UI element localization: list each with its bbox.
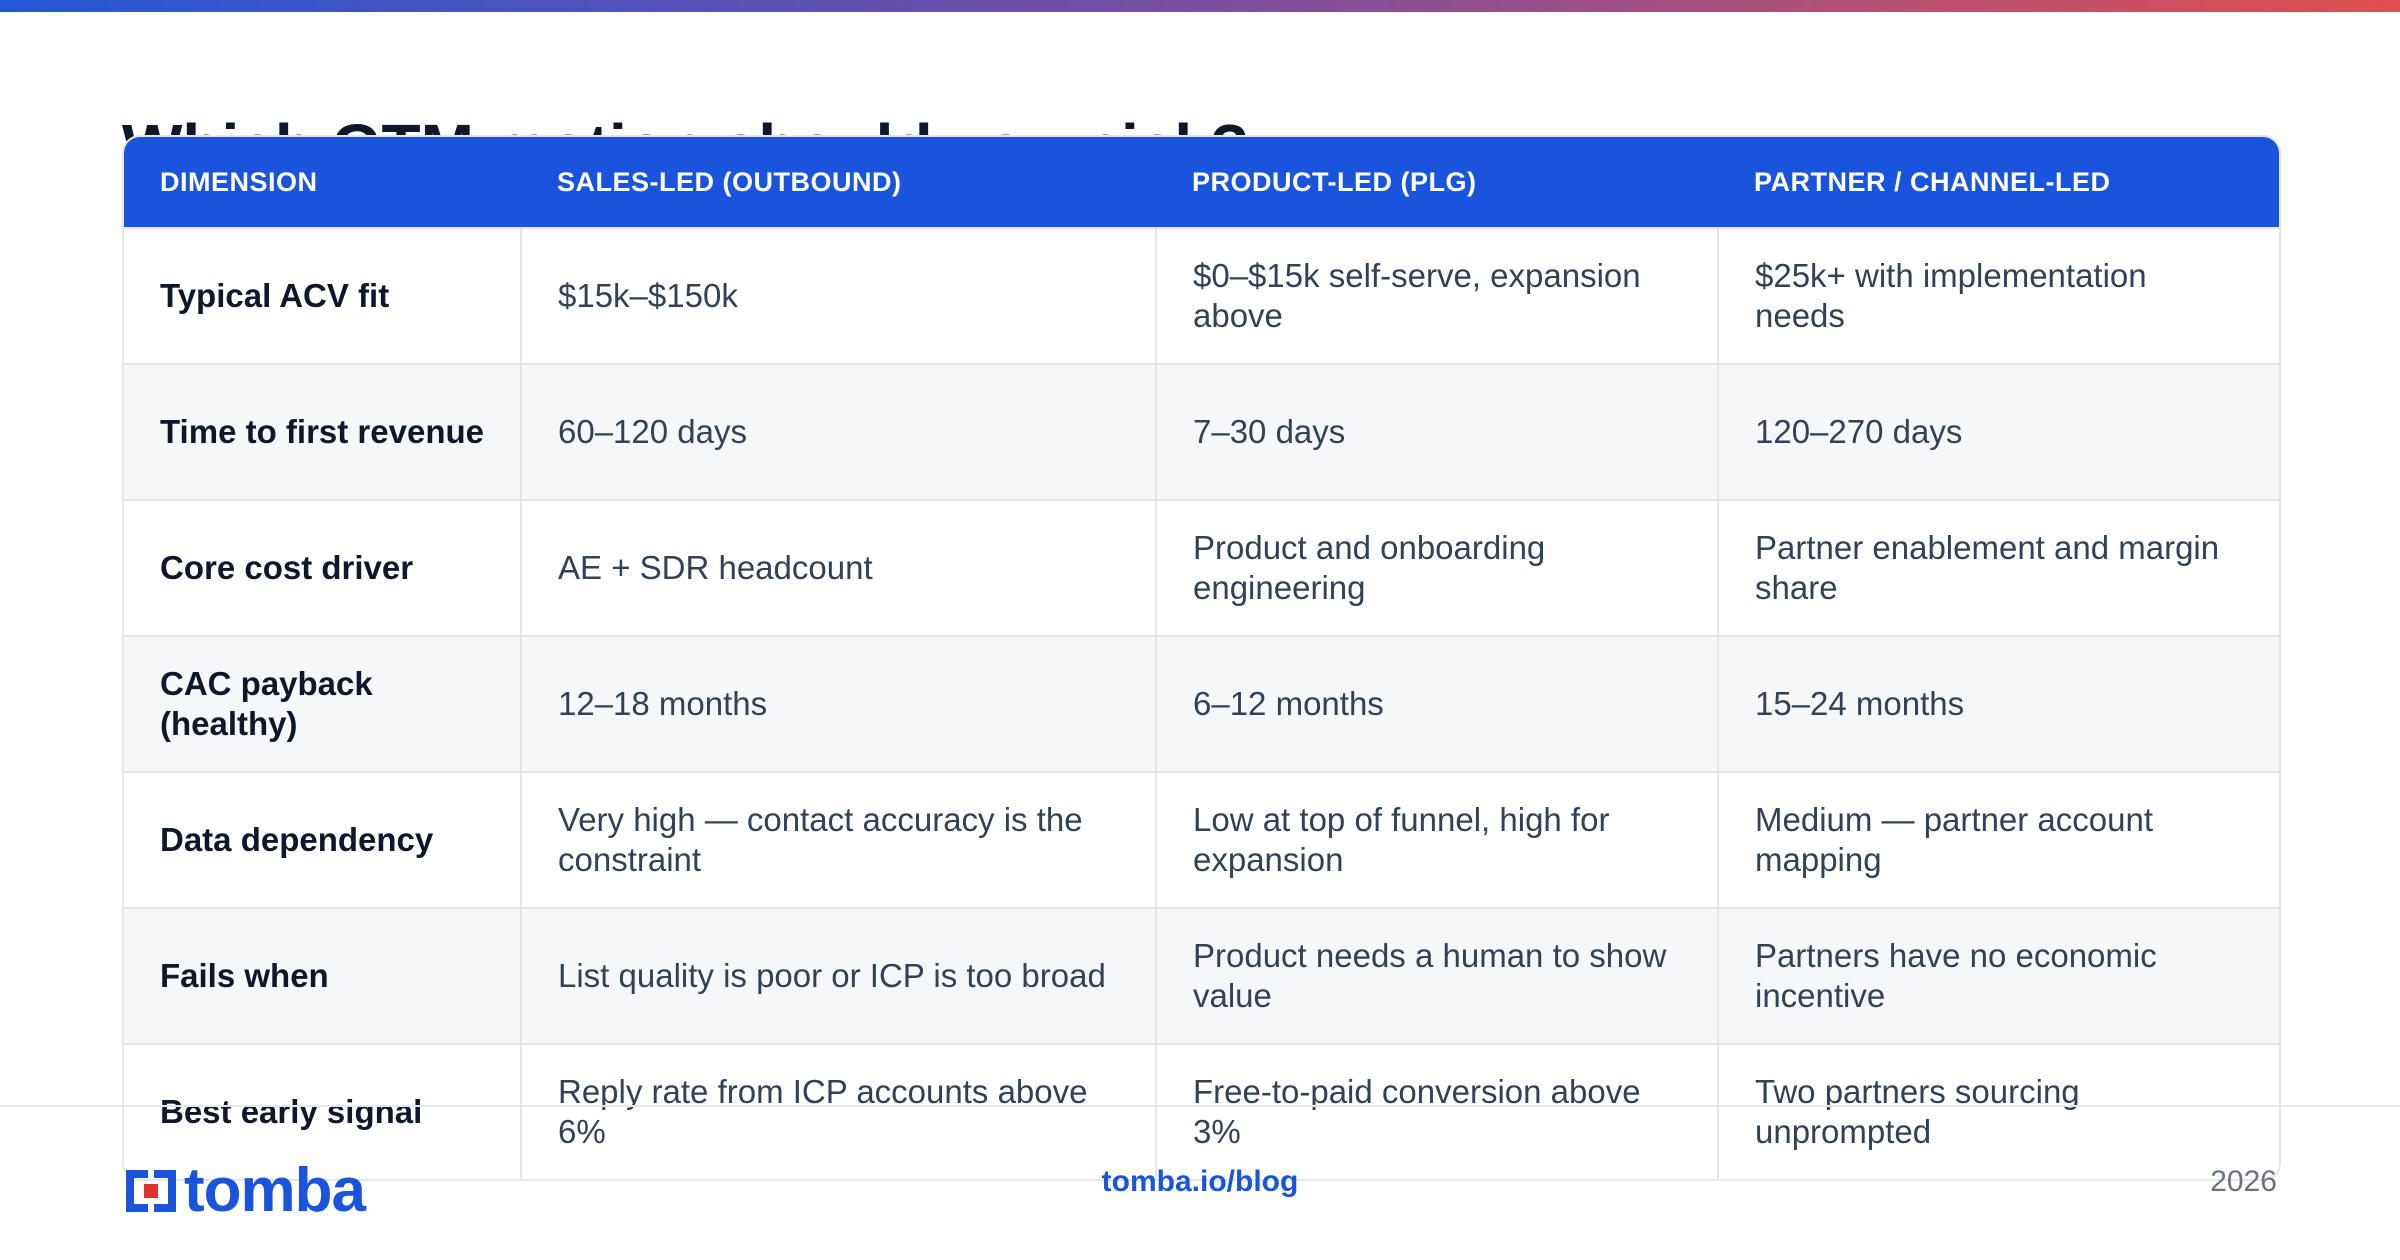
column-header: DIMENSION [124,137,521,228]
table-cell: 6–12 months [1155,635,1718,772]
table-row: Core cost driver AE + SDR headcount Produc… [124,499,2279,636]
table-cell: Free-to-paid conversion above 3% [1155,1043,1718,1179]
table-row: Best early signal Reply rate from ICP acc… [124,1043,2279,1179]
table-cell: $0–$15k self-serve, expansion above [1155,227,1718,364]
table-cell: 15–24 months [1717,635,2279,772]
table-cell: Medium — partner account mapping [1717,771,2279,908]
row-label: Best early signal [124,1043,521,1179]
table-cell: $25k+ with implementation needs [1717,227,2279,364]
table-cell: 7–30 days [1155,363,1718,500]
table-cell: Very high — contact accuracy is the cons… [520,771,1156,908]
table-cell: $15k–$150k [520,227,1156,364]
table: DIMENSION SALES-LED (OUTBOUND) PRODUCT-LED… [124,137,2279,1179]
row-label: CAC payback (healthy) [124,635,521,772]
table-cell: Two partners sourcing unprompted [1717,1043,2279,1179]
table-row: Typical ACV fit $15k–$150k $0–$15k self-se… [124,227,2279,364]
row-label: Core cost driver [124,499,521,636]
row-label: Typical ACV fit [124,227,521,364]
row-label: Data dependency [124,771,521,908]
row-label: Time to first revenue [124,363,521,500]
table-row: Fails when List quality is poor or ICP is… [124,907,2279,1044]
accent-bar [0,0,2400,12]
table-body: Typical ACV fit $15k–$150k $0–$15k self-se… [124,227,2279,1179]
table-cell: AE + SDR headcount [520,499,1156,636]
header-row: DIMENSION SALES-LED (OUTBOUND) PRODUCT-LED… [124,137,2279,228]
brand-name: tomba [184,1156,366,1225]
table-cell: 12–18 months [520,635,1156,772]
table-row: Data dependency Very high — contact accur… [124,771,2279,908]
column-header: PRODUCT-LED (PLG) [1156,137,1718,228]
table-cell: Partners have no economic incentive [1717,907,2279,1044]
column-header: PARTNER / CHANNEL-LED [1718,137,2279,228]
table-cell: List quality is poor or ICP is too broad [520,907,1156,1044]
table-cell: 120–270 days [1717,363,2279,500]
row-label: Fails when [124,907,521,1044]
table-cell: Product needs a human to show value [1155,907,1718,1044]
table-row: CAC payback (healthy) 12–18 months 6–12 mo… [124,635,2279,772]
comparison-table: DIMENSION SALES-LED (OUTBOUND) PRODUCT-LED… [122,135,2281,1181]
footer-divider [0,1105,2400,1107]
table-cell: Reply rate from ICP accounts above 6% [520,1043,1156,1179]
table-cell: 60–120 days [520,363,1156,500]
logo-icon [126,1169,176,1212]
table-cell: Partner enablement and margin share [1717,499,2279,636]
footer: tomba tomba.io/blog 2026 [0,1107,2400,1260]
logo[interactable]: tomba [122,1155,366,1226]
year: 2026 [2210,1165,2277,1198]
blog-link[interactable]: tomba.io/blog [1101,1165,1299,1198]
table-row: Time to first revenue 60–120 days 7–30 day… [124,363,2279,500]
table-cell: Product and onboarding engineering [1155,499,1718,636]
table-cell: Low at top of funnel, high for expansion [1155,771,1718,908]
column-header: SALES-LED (OUTBOUND) [521,137,1156,228]
